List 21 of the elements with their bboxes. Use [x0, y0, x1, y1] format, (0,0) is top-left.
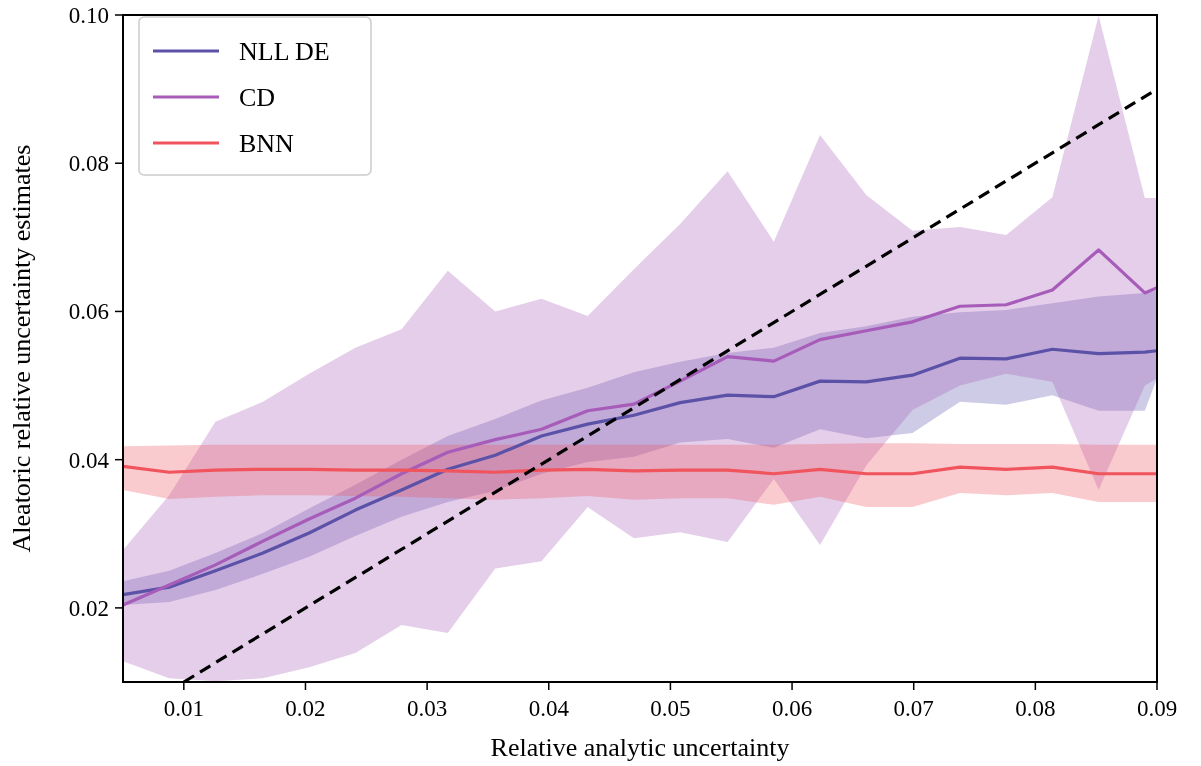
legend-label: BNN — [239, 129, 295, 158]
y-tick-label: 0.02 — [68, 595, 109, 621]
x-tick-label: 0.05 — [650, 696, 691, 721]
line-series — [123, 347, 1157, 597]
y-tick-label: 0.08 — [68, 151, 109, 177]
x-tick-label: 0.07 — [893, 696, 934, 721]
y-tick-label: 0.10 — [68, 3, 109, 28]
y-axis-title: Aleatoric relative uncertainty estimates — [7, 144, 36, 553]
line-series — [123, 464, 1157, 476]
x-tick-label: 0.03 — [406, 696, 448, 721]
legend-label: NLL DE — [239, 37, 330, 66]
legend-label: CD — [239, 83, 276, 112]
x-tick-label: 0.04 — [528, 696, 570, 721]
x-tick-label: 0.08 — [1015, 696, 1056, 721]
y-tick-label: 0.04 — [68, 447, 110, 473]
x-tick-label: 0.02 — [285, 696, 326, 721]
y-tick-label: 0.06 — [68, 299, 109, 325]
x-tick-label: 0.09 — [1136, 696, 1178, 721]
x-tick-label: 0.01 — [163, 696, 204, 721]
x-tick-label: 0.06 — [771, 696, 813, 721]
x-axis-title: Relative analytic uncertainty — [490, 733, 790, 762]
